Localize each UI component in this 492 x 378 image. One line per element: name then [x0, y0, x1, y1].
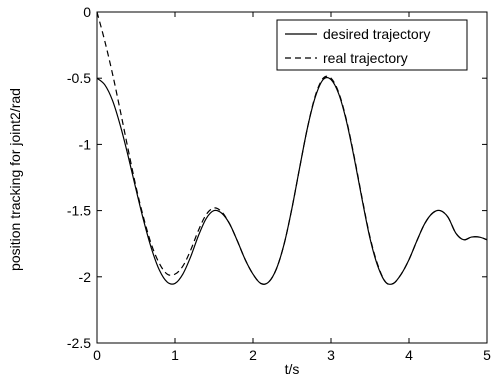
y-axis-label: position tracking for joint2/rad — [7, 88, 23, 271]
legend: desired trajectory real trajectory — [276, 19, 468, 71]
y-tick-label: -1 — [79, 136, 92, 152]
x-tick-label: 3 — [327, 347, 335, 363]
y-tick-label: -2 — [79, 269, 92, 285]
x-tick-label: 4 — [405, 347, 413, 363]
y-tick-label: 0 — [83, 4, 91, 20]
plot-area — [96, 11, 488, 286]
plot-frame — [96, 11, 488, 344]
x-tick-label: 5 — [483, 347, 491, 363]
x-tick-label: 2 — [249, 347, 257, 363]
x-tick-label: 1 — [171, 347, 179, 363]
x-tick-label: 0 — [93, 347, 101, 363]
series-line-real — [96, 11, 488, 286]
y-tick-label: -1.5 — [67, 203, 91, 219]
x-axis-label: t/s — [285, 361, 300, 377]
y-tick-label: -2.5 — [67, 335, 91, 351]
y-tick-label: -0.5 — [67, 70, 91, 86]
legend-label-real: real trajectory — [323, 50, 408, 66]
tick-labels: 0 1 2 3 4 5 -2.5 -2 -1.5 -1 -0.5 0 — [67, 4, 491, 363]
legend-label-desired: desired trajectory — [323, 26, 430, 42]
legend-box — [276, 19, 468, 71]
